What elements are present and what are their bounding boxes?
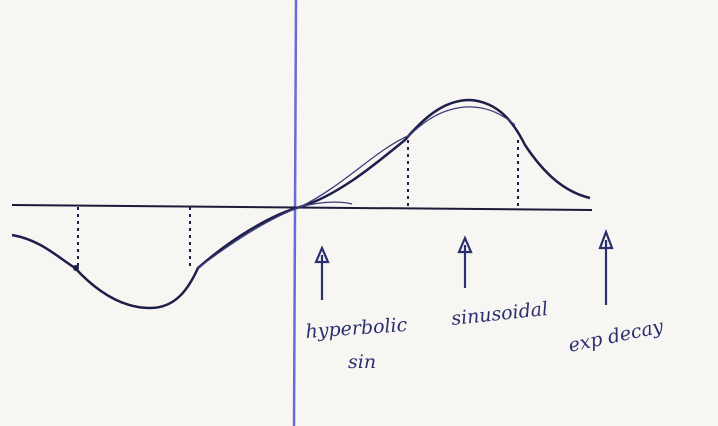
sketch: hyperbolic sin sinusoidal exp decay: [0, 0, 718, 426]
point: [73, 265, 79, 271]
label: sin: [348, 351, 376, 373]
